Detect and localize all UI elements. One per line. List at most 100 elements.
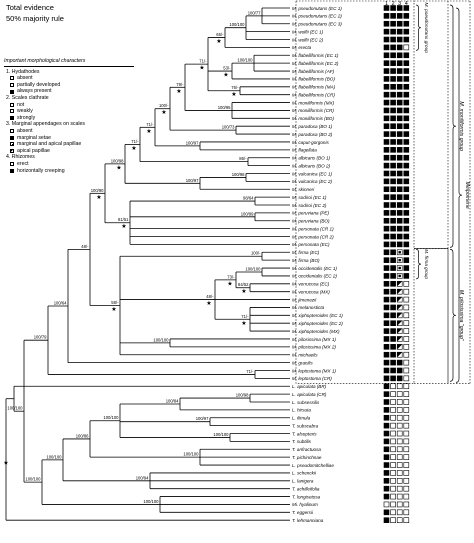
matrix-column-number: 2 bbox=[392, 1, 395, 7]
support-value-label: 100/98 bbox=[236, 393, 249, 398]
matrix-cell bbox=[383, 485, 390, 492]
matrix-cell bbox=[383, 367, 390, 374]
matrix-cell bbox=[383, 194, 390, 200]
matrix-cell bbox=[403, 210, 410, 216]
matrix-cell bbox=[383, 328, 390, 334]
white-swatch-icon bbox=[10, 76, 14, 81]
support-value-label: 58/- bbox=[111, 300, 119, 305]
matrix-cell bbox=[396, 91, 403, 98]
matrix-cell bbox=[396, 178, 403, 185]
support-value-label: 100/100 bbox=[103, 415, 119, 420]
matrix-cell bbox=[396, 509, 403, 516]
matrix-cell bbox=[383, 336, 390, 342]
taxon-label: M. leptostoma (MX 1) bbox=[292, 368, 336, 373]
matrix-cell bbox=[390, 517, 396, 524]
star-marker: ★ bbox=[231, 91, 236, 98]
matrix-cell-inner bbox=[398, 266, 401, 270]
matrix-cell bbox=[390, 407, 396, 413]
support-value-label: 86/- bbox=[239, 156, 247, 161]
support-value-label: 100/100 bbox=[143, 499, 159, 504]
matrix-cell bbox=[383, 123, 390, 129]
matrix-cell bbox=[390, 36, 396, 43]
taxon-label: T. pichinchnae bbox=[292, 455, 322, 460]
matrix-cell bbox=[396, 154, 403, 161]
figure-title-block: Total evidence 50% majority rule bbox=[6, 2, 64, 24]
matrix-cell bbox=[383, 107, 390, 114]
matrix-cell bbox=[403, 186, 410, 193]
matrix-cell bbox=[390, 430, 396, 437]
matrix-cell bbox=[396, 162, 403, 169]
matrix-cell bbox=[403, 462, 410, 468]
matrix-cell bbox=[383, 391, 390, 397]
matrix-cell bbox=[390, 265, 396, 271]
legend-state: absent bbox=[10, 75, 144, 82]
support-value-label: 71/- bbox=[131, 139, 139, 144]
matrix-cell bbox=[383, 225, 390, 232]
matrix-cell bbox=[390, 186, 396, 193]
matrix-cell bbox=[390, 399, 396, 405]
star-marker: ★ bbox=[176, 88, 181, 95]
support-value-label: 73/- bbox=[227, 274, 235, 279]
matrix-cell bbox=[383, 202, 390, 208]
black-swatch-icon bbox=[10, 135, 14, 140]
figure-subtitle: 50% majority rule bbox=[6, 14, 64, 23]
matrix-cell bbox=[383, 52, 390, 59]
matrix-cell bbox=[383, 257, 390, 263]
matrix-cell bbox=[383, 517, 390, 524]
matrix-cell bbox=[390, 84, 396, 90]
star-marker: ★ bbox=[96, 194, 101, 201]
matrix-cell-half bbox=[397, 289, 403, 295]
taxon-label: L. hirsuta bbox=[292, 408, 311, 413]
matrix-cell bbox=[383, 344, 390, 350]
taxon-label: T. alsopteris bbox=[292, 431, 317, 436]
taxon-label: M. verrucosa (MX) bbox=[292, 289, 330, 294]
matrix-cell bbox=[383, 375, 390, 382]
taxon-label: T. anfractuosa bbox=[292, 447, 321, 452]
matrix-cell bbox=[403, 304, 410, 311]
black-swatch-icon bbox=[10, 89, 14, 94]
matrix-cell bbox=[403, 68, 410, 74]
matrix-cell bbox=[403, 422, 410, 429]
matrix-cell bbox=[383, 407, 390, 413]
matrix-cell bbox=[403, 13, 410, 19]
matrix-cell bbox=[390, 20, 396, 27]
matrix-cell bbox=[403, 217, 410, 224]
star-marker: ★ bbox=[3, 459, 8, 466]
star-marker: ★ bbox=[227, 280, 232, 287]
star-marker: ★ bbox=[116, 164, 121, 171]
matrix-cell bbox=[390, 91, 396, 98]
matrix-cell bbox=[403, 470, 410, 476]
matrix-cell bbox=[390, 375, 396, 382]
legend-state: marginal and apical papillae bbox=[10, 141, 144, 148]
matrix-cell bbox=[396, 186, 403, 193]
matrix-cell bbox=[383, 5, 390, 11]
taxon-label: M. moniliformis (CR) bbox=[292, 108, 334, 113]
taxon-label: M. moniliformis (BO) bbox=[292, 116, 334, 121]
taxon-label: M. flabelliformis (MA) bbox=[292, 85, 336, 90]
matrix-column-number: 3 bbox=[398, 1, 401, 7]
matrix-cell bbox=[383, 68, 390, 74]
matrix-cell bbox=[390, 462, 396, 468]
taxon-label: M. albicans (BO 2) bbox=[292, 163, 331, 168]
matrix-cell bbox=[383, 44, 390, 51]
matrix-cell bbox=[403, 147, 410, 153]
legend-state: marginal setae bbox=[10, 135, 144, 142]
matrix-cell bbox=[396, 422, 403, 429]
legend-char-label: 1. Hydathodes bbox=[6, 68, 40, 75]
taxon-label: M. personata (CR 2) bbox=[292, 234, 334, 239]
matrix-cell bbox=[403, 52, 410, 59]
support-value-label: 100/98 bbox=[232, 172, 245, 177]
matrix-cell bbox=[403, 399, 410, 405]
matrix-cell bbox=[396, 107, 403, 114]
matrix-cell bbox=[390, 383, 396, 390]
support-value-label: 100/100 bbox=[213, 432, 229, 437]
legend-state-label: marginal setae bbox=[17, 134, 52, 141]
matrix-cell bbox=[403, 131, 410, 137]
matrix-cell bbox=[383, 320, 390, 327]
matrix-cell bbox=[383, 273, 390, 279]
star-marker: ★ bbox=[223, 72, 228, 79]
matrix-cell bbox=[390, 454, 396, 460]
matrix-cell bbox=[396, 485, 403, 492]
dot-swatch-icon bbox=[10, 142, 14, 147]
